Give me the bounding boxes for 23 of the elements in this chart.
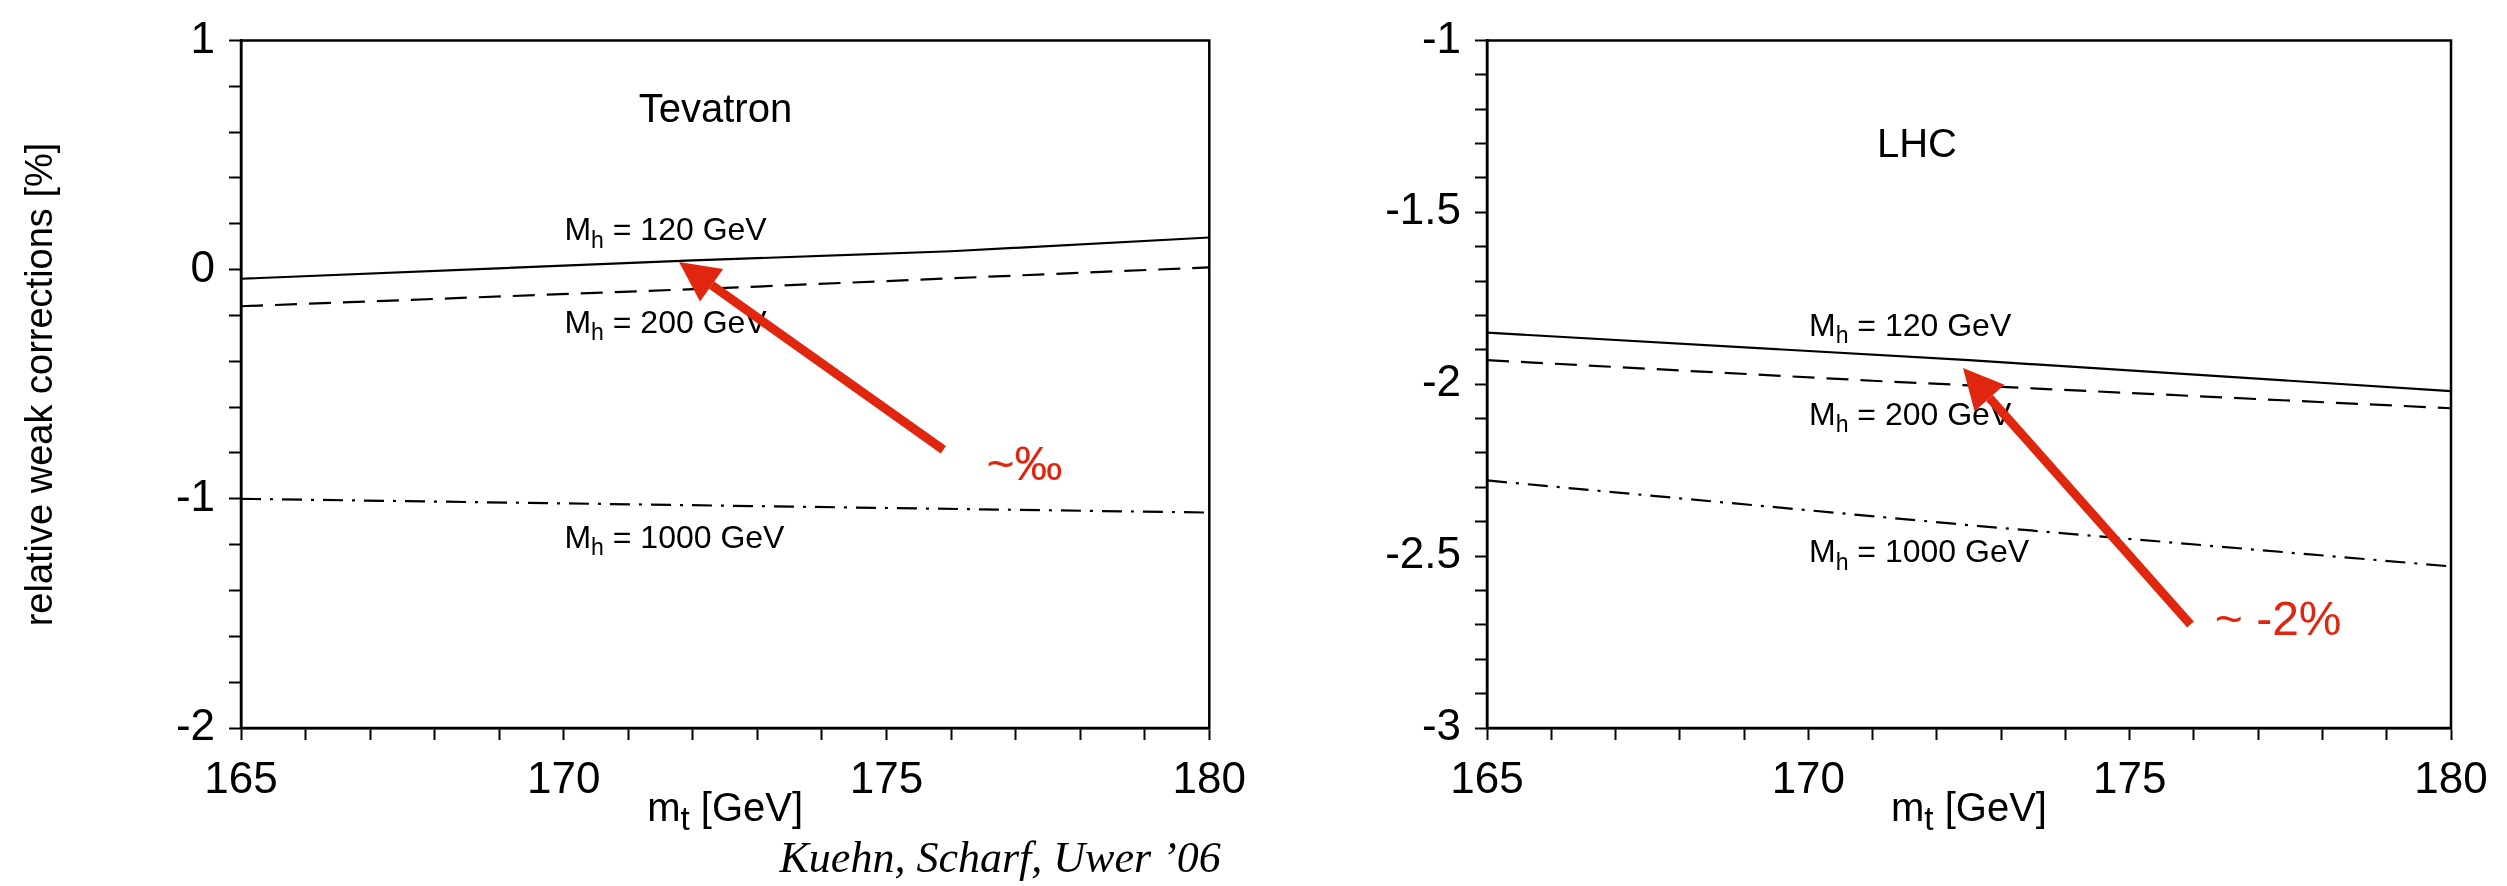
y-tick-label: -2 <box>1421 356 1461 406</box>
y-axis-title: relative weak corrections [%] <box>18 142 62 627</box>
x-tick-label: 170 <box>527 752 601 802</box>
annotation: Tevatron <box>638 85 793 130</box>
y-tick-label: -1 <box>1421 12 1461 62</box>
x-tick-label: 165 <box>1450 752 1524 802</box>
y-tick-label: -2.5 <box>1385 528 1461 578</box>
y-tick-label: -2 <box>175 700 215 750</box>
y-tick-label: 0 <box>190 241 215 291</box>
x-tick-label: 165 <box>204 752 278 802</box>
y-tick-label: 1 <box>190 12 215 62</box>
y-tick-label: -1 <box>175 470 215 520</box>
annotation: ~ -2% <box>2214 591 2342 645</box>
x-axis-title: m$_{t}$ [GeV] <box>1891 785 2047 838</box>
x-tick-label: 180 <box>1172 752 1246 802</box>
y-tick-label: -3 <box>1421 700 1461 750</box>
x-tick-label: 175 <box>2092 752 2167 802</box>
x-tick-label: 175 <box>849 752 924 802</box>
annotation: ~‰ <box>986 436 1063 490</box>
x-tick-label: 180 <box>2414 752 2488 802</box>
x-tick-label: 170 <box>1771 752 1846 802</box>
y-tick-label: -1.5 <box>1385 184 1461 234</box>
annotation: LHC <box>1876 120 1957 165</box>
